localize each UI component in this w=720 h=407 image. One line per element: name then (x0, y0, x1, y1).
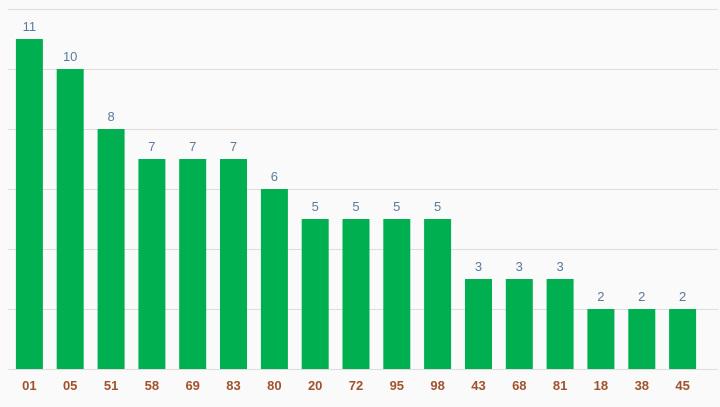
value-label-72: 5 (352, 199, 359, 214)
value-label-45: 2 (679, 289, 686, 304)
x-tick-label-38: 38 (635, 378, 649, 393)
bar-51 (97, 129, 125, 369)
value-labels: 11 10 8 7 7 7 6 5 5 5 5 3 3 3 2 2 2 (23, 19, 687, 304)
x-tick-label-80: 80 (267, 378, 281, 393)
value-label-58: 7 (148, 139, 155, 154)
x-tick-label-68: 68 (512, 378, 526, 393)
value-label-81: 3 (556, 259, 563, 274)
value-label-20: 5 (312, 199, 319, 214)
x-tick-label-83: 83 (226, 378, 240, 393)
value-label-05: 10 (63, 49, 77, 64)
bar-45 (669, 309, 697, 369)
x-tick-label-69: 69 (185, 378, 199, 393)
value-label-18: 2 (597, 289, 604, 304)
value-label-95: 5 (393, 199, 400, 214)
bar-95 (383, 219, 411, 369)
value-label-43: 3 (475, 259, 482, 274)
value-label-98: 5 (434, 199, 441, 214)
bar-38 (628, 309, 656, 369)
x-tick-label-20: 20 (308, 378, 322, 393)
value-label-38: 2 (638, 289, 645, 304)
bar-43 (465, 279, 492, 369)
bar-69 (179, 159, 207, 369)
bar-72 (342, 219, 370, 369)
x-tick-label-01: 01 (22, 378, 36, 393)
value-label-69: 7 (189, 139, 196, 154)
bar-81 (546, 279, 574, 369)
x-axis-tick-labels: 01 05 51 58 69 83 80 20 72 95 98 43 68 81 18 38 45 (22, 378, 690, 393)
value-label-80: 6 (271, 169, 278, 184)
value-label-68: 3 (516, 259, 523, 274)
bar-80 (260, 189, 288, 369)
value-label-83: 7 (230, 139, 237, 154)
value-label-51: 8 (107, 109, 114, 124)
x-tick-label-18: 18 (594, 378, 608, 393)
bar-58 (138, 159, 166, 369)
x-tick-label-51: 51 (104, 378, 118, 393)
x-tick-label-45: 45 (675, 378, 689, 393)
value-label-01: 11 (23, 19, 37, 34)
bar-20 (301, 219, 329, 369)
x-tick-label-81: 81 (553, 378, 567, 393)
x-tick-label-05: 05 (63, 378, 77, 393)
bar-01 (15, 39, 43, 369)
bar-05 (56, 69, 84, 369)
bar-68 (505, 279, 533, 369)
bar-98 (424, 219, 452, 369)
bars (15, 39, 697, 369)
x-tick-label-58: 58 (145, 378, 159, 393)
bar-18 (587, 309, 615, 369)
x-tick-label-98: 98 (430, 378, 444, 393)
bar-83 (220, 159, 247, 369)
x-tick-label-43: 43 (471, 378, 485, 393)
x-tick-label-72: 72 (349, 378, 363, 393)
x-tick-label-95: 95 (390, 378, 404, 393)
